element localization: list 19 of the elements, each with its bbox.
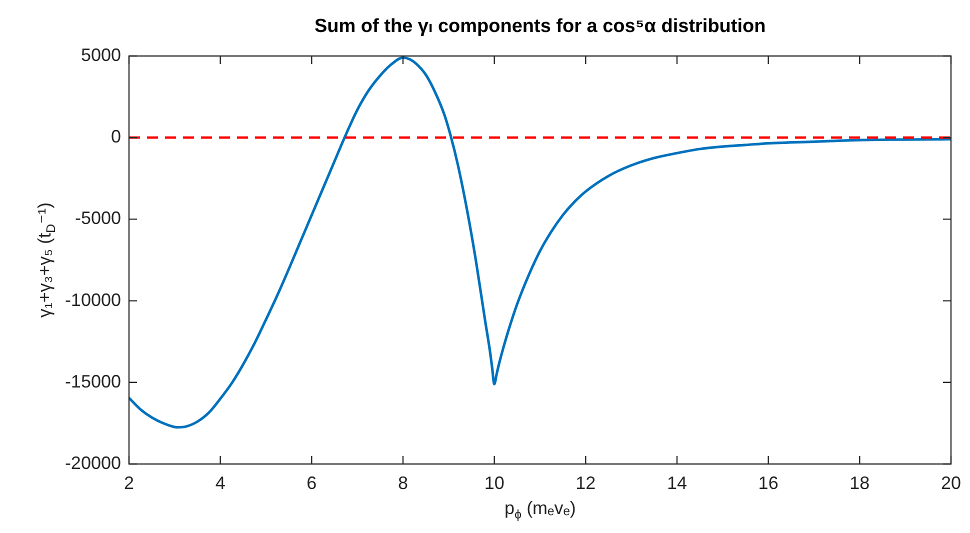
- x-tick-label: 6: [306, 472, 317, 493]
- x-tick-label: 16: [758, 472, 778, 493]
- y-tick-label: -5000: [74, 208, 121, 228]
- y-tick-label: -20000: [64, 452, 121, 473]
- y-tick-label: 5000: [80, 44, 121, 65]
- x-tick-label: 10: [484, 472, 504, 493]
- x-tick-label: 2: [124, 472, 134, 493]
- y-tick-label: -10000: [64, 290, 121, 310]
- x-tick-label: 8: [398, 472, 408, 493]
- x-tick-label: 18: [850, 472, 870, 493]
- y-tick-label: -15000: [64, 371, 121, 392]
- x-tick-label: 20: [940, 472, 962, 493]
- x-tick-label: 14: [666, 472, 688, 493]
- x-tick-label: 4: [215, 472, 226, 493]
- chart-title: Sum of the γₗ components for a cos⁵α distribution: [314, 16, 766, 37]
- line-series: [129, 56, 951, 429]
- y-tick-label: 0: [110, 126, 121, 147]
- x-axis-title: p$_{ϕ}$ (mₑvₑ): [504, 498, 576, 522]
- x-tick-label: 12: [576, 472, 596, 493]
